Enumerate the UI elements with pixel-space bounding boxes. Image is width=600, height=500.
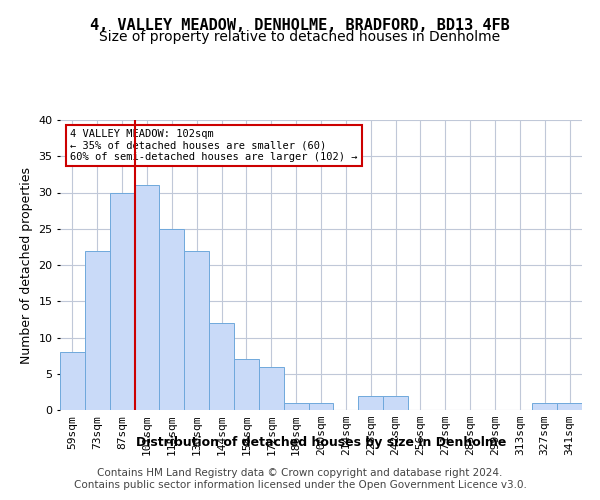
Bar <box>358 396 383 410</box>
Text: 4, VALLEY MEADOW, DENHOLME, BRADFORD, BD13 4FB: 4, VALLEY MEADOW, DENHOLME, BRADFORD, BD… <box>90 18 510 32</box>
Bar <box>234 359 259 410</box>
Bar <box>259 366 284 410</box>
Text: Contains HM Land Registry data © Crown copyright and database right 2024.: Contains HM Land Registry data © Crown c… <box>97 468 503 477</box>
Bar <box>60 352 85 410</box>
Text: Size of property relative to detached houses in Denholme: Size of property relative to detached ho… <box>100 30 500 44</box>
Bar <box>557 403 582 410</box>
Text: 4 VALLEY MEADOW: 102sqm
← 35% of detached houses are smaller (60)
60% of semi-de: 4 VALLEY MEADOW: 102sqm ← 35% of detache… <box>70 128 358 162</box>
Bar <box>532 403 557 410</box>
Bar <box>184 250 209 410</box>
Y-axis label: Number of detached properties: Number of detached properties <box>20 166 32 364</box>
Bar <box>209 323 234 410</box>
Bar <box>284 403 308 410</box>
Text: Distribution of detached houses by size in Denholme: Distribution of detached houses by size … <box>136 436 506 449</box>
Bar <box>308 403 334 410</box>
Bar <box>85 250 110 410</box>
Text: Contains public sector information licensed under the Open Government Licence v3: Contains public sector information licen… <box>74 480 526 490</box>
Bar <box>134 185 160 410</box>
Bar <box>160 229 184 410</box>
Bar <box>383 396 408 410</box>
Bar <box>110 192 134 410</box>
